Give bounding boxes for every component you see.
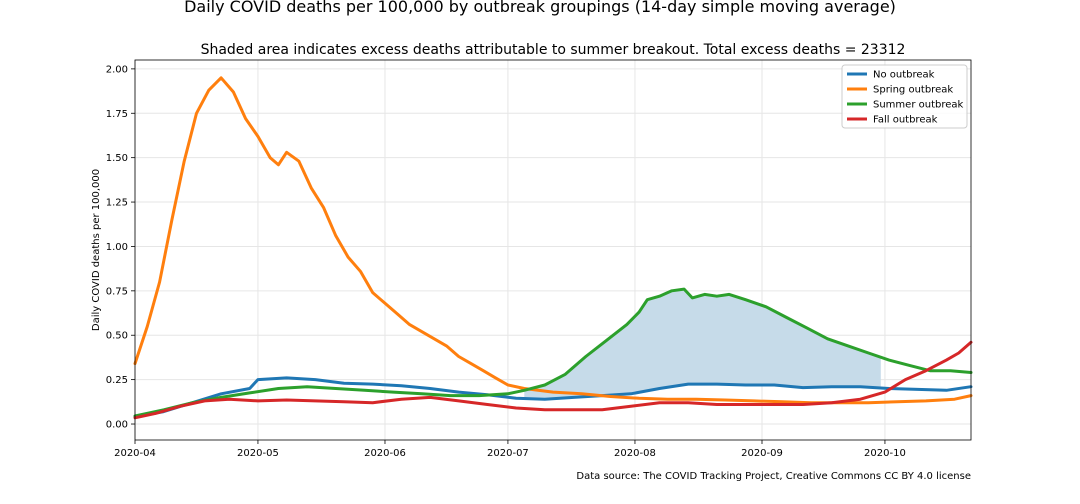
x-tick-label: 2020-05 <box>237 448 279 459</box>
y-tick-label: 0.50 <box>106 331 128 342</box>
y-axis-label: Daily COVID deaths per 100,000 <box>91 169 102 331</box>
x-tick-label: 2020-04 <box>114 448 156 459</box>
data-source-note: Data source: The COVID Tracking Project,… <box>576 471 971 482</box>
y-tick-label: 0.00 <box>106 420 128 431</box>
series-line-fall-outbreak <box>133 340 973 420</box>
chart-subtitle: Shaded area indicates excess deaths attr… <box>201 42 906 58</box>
y-tick-label: 1.25 <box>106 198 128 209</box>
legend-box <box>841 64 968 129</box>
series-line-spring-outbreak <box>133 76 973 405</box>
x-axis: 2020-04 2020-05 2020-06 2020-07 2020-08 2020-… <box>114 440 906 459</box>
y-tick-label: 1.75 <box>106 109 128 120</box>
series-layer <box>133 76 973 420</box>
legend-label-summer-outbreak: Summer outbreak <box>873 100 964 111</box>
legend-label-spring-outbreak: Spring outbreak <box>873 85 953 96</box>
x-tick-label: 2020-08 <box>614 448 656 459</box>
x-tick-label: 2020-10 <box>864 448 906 459</box>
x-tick-label: 2020-09 <box>741 448 783 459</box>
grid-lines <box>134 60 971 440</box>
y-tick-label: 1.50 <box>106 153 128 164</box>
x-tick-label: 2020-06 <box>364 448 406 459</box>
chart-title: Daily COVID deaths per 100,000 by outbre… <box>184 0 896 16</box>
y-axis: 0.00 0.25 0.50 0.75 1.00 1.25 1.50 1.75 2.00 <box>106 64 135 431</box>
x-tick-label: 2020-07 <box>487 448 529 459</box>
series-line-no-outbreak <box>133 376 973 419</box>
y-tick-label: 0.25 <box>106 375 128 386</box>
series-line-summer-outbreak <box>133 287 973 418</box>
legend-label-no-outbreak: No outbreak <box>873 70 935 81</box>
plot-frame <box>134 59 972 441</box>
excess-deaths-shade <box>524 289 881 400</box>
legend: No outbreak Spring outbreak Summer outbrea… <box>841 64 968 129</box>
legend-label-fall-outbreak: Fall outbreak <box>873 115 938 126</box>
excess-shade-layer <box>524 289 881 400</box>
y-tick-label: 1.00 <box>106 242 128 253</box>
y-tick-label: 0.75 <box>106 286 128 297</box>
y-tick-label: 2.00 <box>106 64 128 75</box>
